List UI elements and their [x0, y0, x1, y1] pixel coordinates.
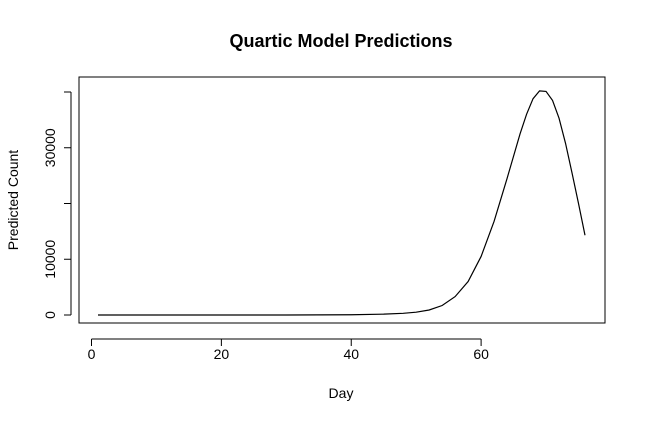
y-axis-label: Predicted Count	[5, 150, 21, 251]
x-tick-label: 0	[88, 346, 96, 362]
plot-frame	[78, 76, 606, 324]
x-axis-label: Day	[329, 385, 354, 401]
chart-title: Quartic Model Predictions	[229, 31, 452, 51]
y-tick-label: 0	[42, 311, 58, 319]
x-tick-label: 60	[473, 346, 489, 362]
y-tick-label: 30000	[42, 128, 58, 167]
y-axis: 0 10000 30000	[42, 91, 72, 319]
x-tick-label: 40	[343, 346, 359, 362]
x-tick-label: 20	[214, 346, 230, 362]
y-tick-label: 10000	[42, 240, 58, 279]
prediction-line	[98, 90, 586, 316]
x-axis: 0 20 40 60	[88, 338, 489, 362]
